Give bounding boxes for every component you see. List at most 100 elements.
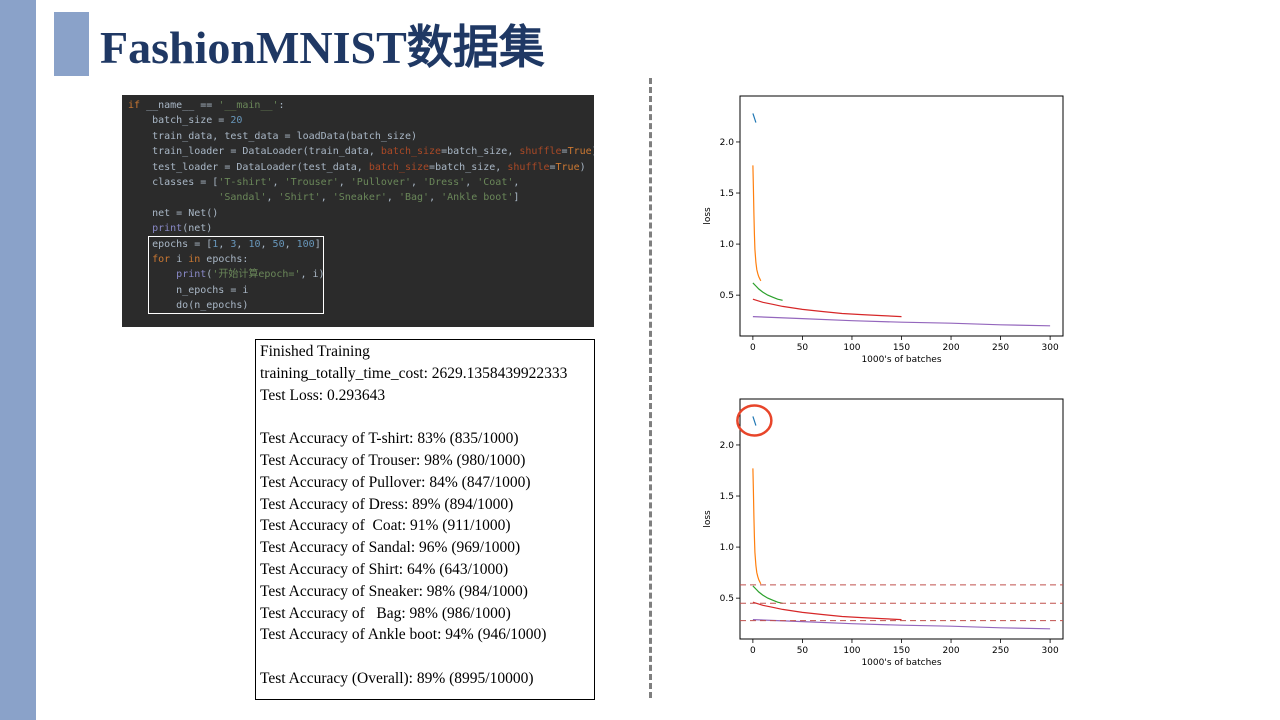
- result-line: Test Accuracy of Bag: 98% (986/1000): [260, 604, 511, 622]
- vertical-dashed-divider: [649, 78, 652, 698]
- code-token: :: [278, 100, 285, 111]
- series-line: [752, 316, 1051, 327]
- code-token: batch_size: [368, 161, 430, 173]
- result-line: training_totally_time_cost: 2629.1358439…: [260, 364, 568, 382]
- code-token: ]: [513, 192, 520, 204]
- result-line: Test Accuracy of Shirt: 64% (643/1000): [260, 561, 509, 578]
- y-tick-label: 0.5: [720, 291, 734, 301]
- code-line: batch_size = 20: [128, 113, 242, 128]
- result-line: Test Accuracy of Sneaker: 98% (984/1000): [260, 582, 528, 600]
- code-token: 'Sandal': [218, 192, 267, 204]
- plot-frame: [739, 398, 1064, 640]
- code-token: 50: [272, 238, 285, 250]
- x-tick-label: 50: [797, 343, 809, 353]
- code-token: 'Dress': [423, 177, 466, 188]
- code-token: 10: [248, 238, 261, 250]
- y-tick-label: 1.0: [720, 240, 735, 250]
- code-token: shuffle: [519, 146, 562, 158]
- series-line: [752, 113, 757, 123]
- code-token: '__main__': [218, 100, 279, 111]
- code-line: for i in epochs:: [128, 252, 248, 267]
- code-token: '开始计算epoch=': [212, 269, 301, 281]
- code-token: ,: [236, 238, 249, 250]
- code-token: epochs = [: [128, 238, 213, 250]
- code-screenshot: if __name__ == '__main__': batch_size = …: [122, 95, 594, 327]
- code-line: train_loader = DataLoader(train_data, ba…: [128, 144, 594, 159]
- code-token: ,: [386, 192, 399, 204]
- code-token: train_loader = DataLoader(train_data,: [128, 146, 381, 158]
- code-token: classes = [: [128, 177, 219, 188]
- code-line: 'Sandal', 'Shirt', 'Sneaker', 'Bag', 'An…: [128, 190, 519, 205]
- y-tick-label: 2.0: [720, 441, 735, 451]
- title-accent-block: [54, 12, 89, 76]
- code-token: for: [152, 254, 177, 265]
- code-token: [128, 223, 152, 234]
- code-token: ,: [465, 177, 478, 188]
- code-token: ,: [320, 192, 333, 204]
- code-token: True: [555, 161, 580, 173]
- code-token: 100: [296, 238, 315, 250]
- series-line: [752, 468, 762, 585]
- series-line: [752, 416, 757, 426]
- code-token: net = Net(): [128, 207, 219, 219]
- code-token: 'Trouser': [284, 177, 339, 188]
- series-line: [752, 282, 783, 301]
- code-line: print('开始计算epoch=', i): [128, 267, 325, 282]
- x-tick-label: 200: [942, 343, 959, 353]
- code-token: , i): [300, 269, 325, 281]
- result-line: Test Accuracy of Sandal: 96% (969/1000): [260, 539, 521, 557]
- series-line: [752, 601, 902, 621]
- x-axis-label: 1000's of batches: [861, 658, 941, 668]
- code-token: shuffle: [507, 161, 550, 173]
- code-token: print: [176, 269, 207, 281]
- series-line: [752, 585, 783, 604]
- result-line: Test Accuracy of Ankle boot: 94% (946/10…: [260, 626, 547, 644]
- code-line: train_data, test_data = loadData(batch_s…: [128, 129, 417, 144]
- x-tick-label: 200: [942, 646, 959, 656]
- code-token: 20: [230, 115, 243, 127]
- code-token: 'Ankle boot': [441, 192, 514, 204]
- code-line: test_loader = DataLoader(test_data, batc…: [128, 160, 586, 175]
- code-token: ): [592, 146, 594, 157]
- result-line: Test Accuracy of T-shirt: 83% (835/1000): [260, 430, 519, 448]
- code-token: 'Pullover': [350, 177, 411, 188]
- code-token: 'Bag': [398, 192, 430, 204]
- x-tick-label: 150: [893, 646, 910, 656]
- y-tick-label: 2.0: [720, 138, 735, 148]
- code-line: net = Net(): [128, 206, 218, 221]
- code-token: =batch_size,: [429, 161, 508, 173]
- code-token: test_loader = DataLoader(test_data,: [128, 161, 369, 173]
- x-tick-label: 0: [750, 343, 756, 353]
- series-line: [752, 165, 762, 282]
- x-tick-label: 250: [992, 343, 1009, 353]
- code-token: i: [176, 254, 189, 265]
- slide-title: FashionMNIST数据集: [100, 22, 545, 73]
- loss-chart-bottom: 0 50 100 150 200 250 300 0.5 1.0 1.5 2.0 1000's of …: [690, 393, 1070, 683]
- code-token: (: [206, 269, 213, 281]
- code-token: ,: [266, 192, 279, 204]
- code-token: in: [188, 254, 207, 265]
- result-line: Test Accuracy of Coat: 91% (911/1000): [260, 517, 511, 535]
- code-token: n_epochs = i: [128, 284, 249, 296]
- x-tick-label: 250: [992, 646, 1009, 656]
- code-token: ): [579, 161, 586, 173]
- annotation-circle: [736, 404, 773, 437]
- code-line: if __name__ == '__main__':: [128, 98, 285, 113]
- code-token: 3: [230, 238, 237, 250]
- series-line: [752, 619, 1051, 630]
- y-tick-label: 0.5: [720, 594, 734, 604]
- code-token: True: [567, 146, 592, 158]
- code-token: if: [128, 100, 147, 111]
- y-tick-label: 1.5: [720, 492, 734, 502]
- x-tick-label: 100: [843, 646, 860, 656]
- y-tick-label: 1.5: [720, 189, 734, 199]
- x-tick-label: 50: [797, 646, 809, 656]
- code-token: 'T-shirt': [218, 177, 273, 188]
- code-token: ,: [260, 238, 273, 250]
- result-line: Test Accuracy (Overall): 89% (8995/10000…: [260, 670, 534, 687]
- code-token: 'Shirt': [278, 192, 321, 204]
- code-token: 1: [212, 238, 219, 250]
- code-line: n_epochs = i: [128, 283, 248, 298]
- code-line: do(n_epochs): [128, 298, 248, 313]
- plot-frame: [739, 95, 1064, 337]
